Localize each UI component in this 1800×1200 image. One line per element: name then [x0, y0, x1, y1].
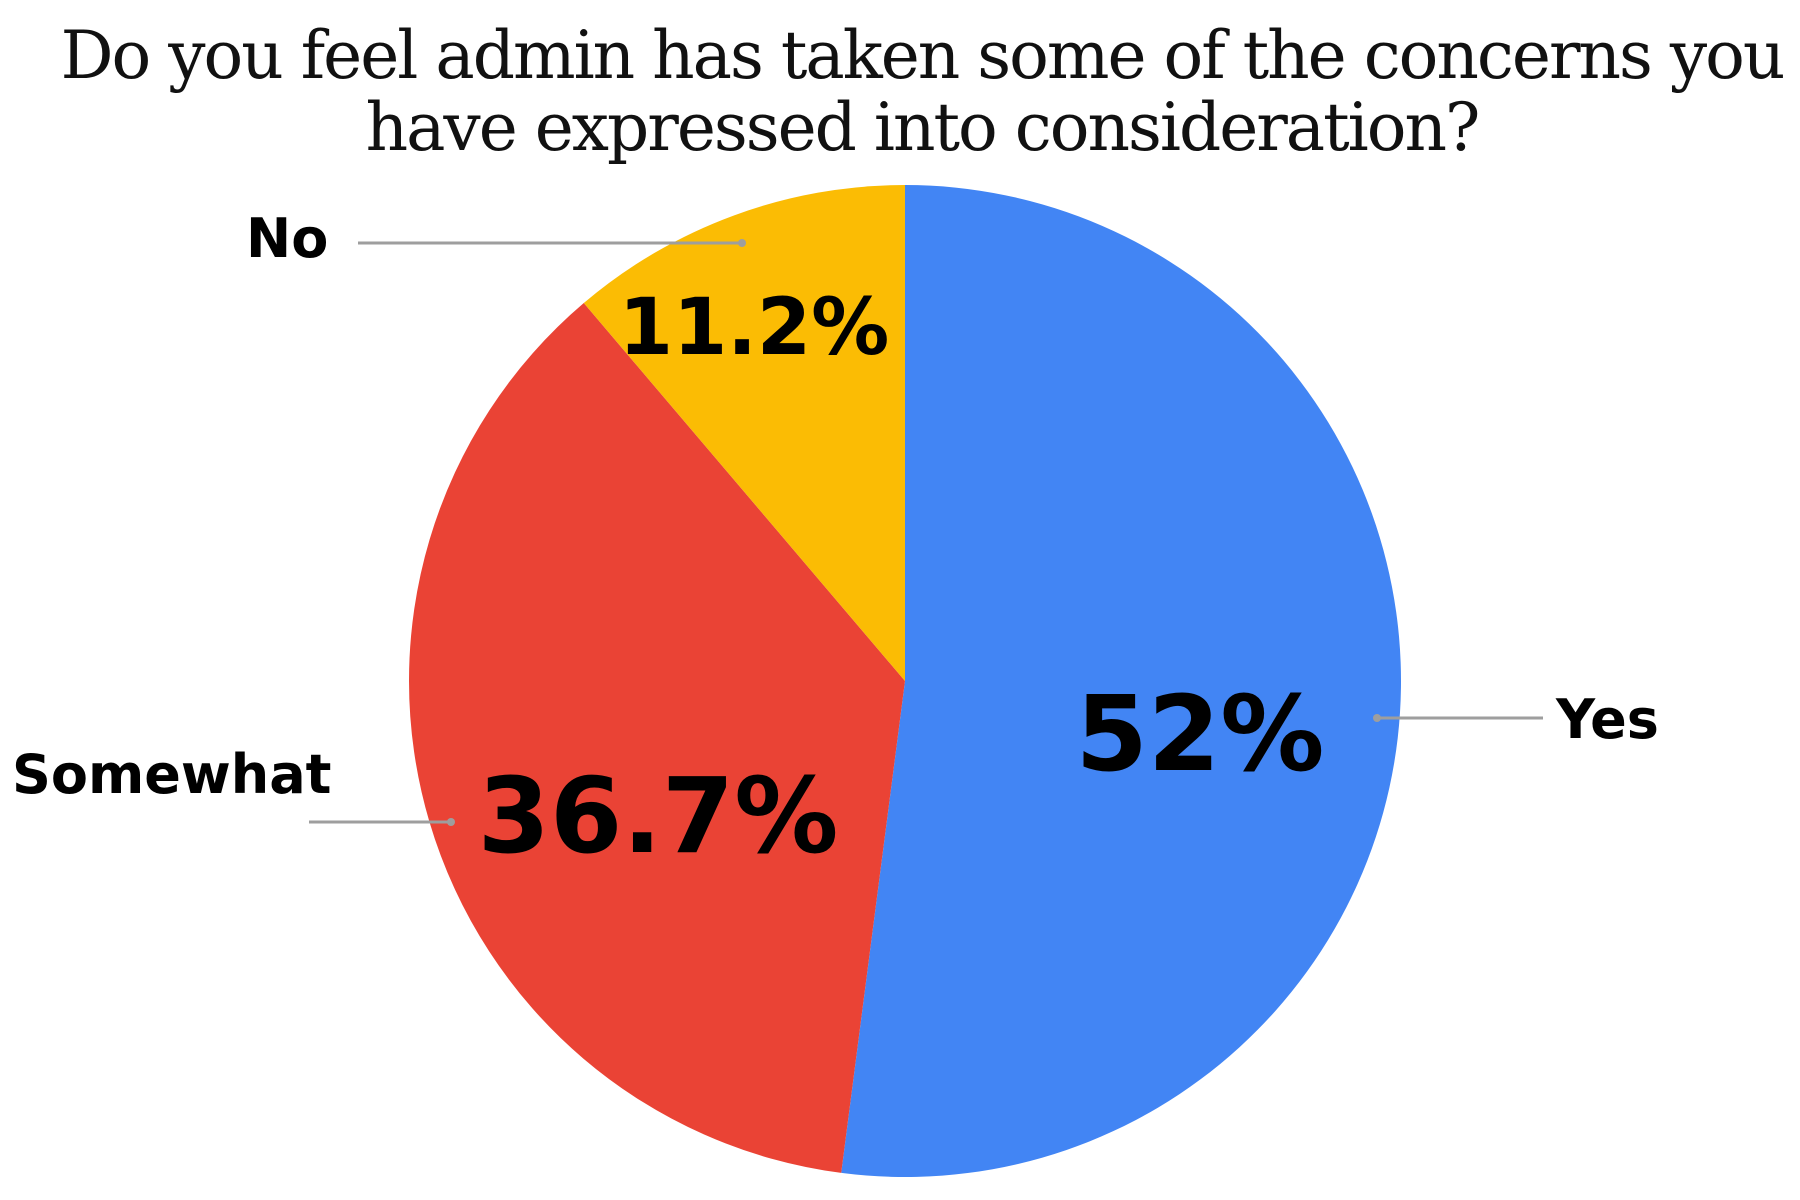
pie-slice-yes [841, 185, 1402, 1178]
chart-title-line-2: have expressed into consideration? [366, 89, 1479, 166]
leader-dot-yes [1373, 714, 1381, 722]
leader-dot-no [738, 239, 746, 247]
category-label-yes: Yes [1555, 688, 1659, 751]
chart-title-line-1: Do you feel admin has taken some of the … [61, 17, 1784, 94]
leader-dot-somewhat [447, 818, 455, 826]
data-label-yes: 52% [1076, 673, 1325, 795]
pie-slice-no [583, 185, 905, 681]
data-label-no: 11.2% [619, 283, 890, 373]
pie-slice-somewhat [409, 303, 905, 1173]
category-label-no: No [246, 207, 328, 270]
category-label-somewhat: Somewhat [12, 743, 331, 806]
data-label-somewhat: 36.7% [478, 755, 839, 877]
